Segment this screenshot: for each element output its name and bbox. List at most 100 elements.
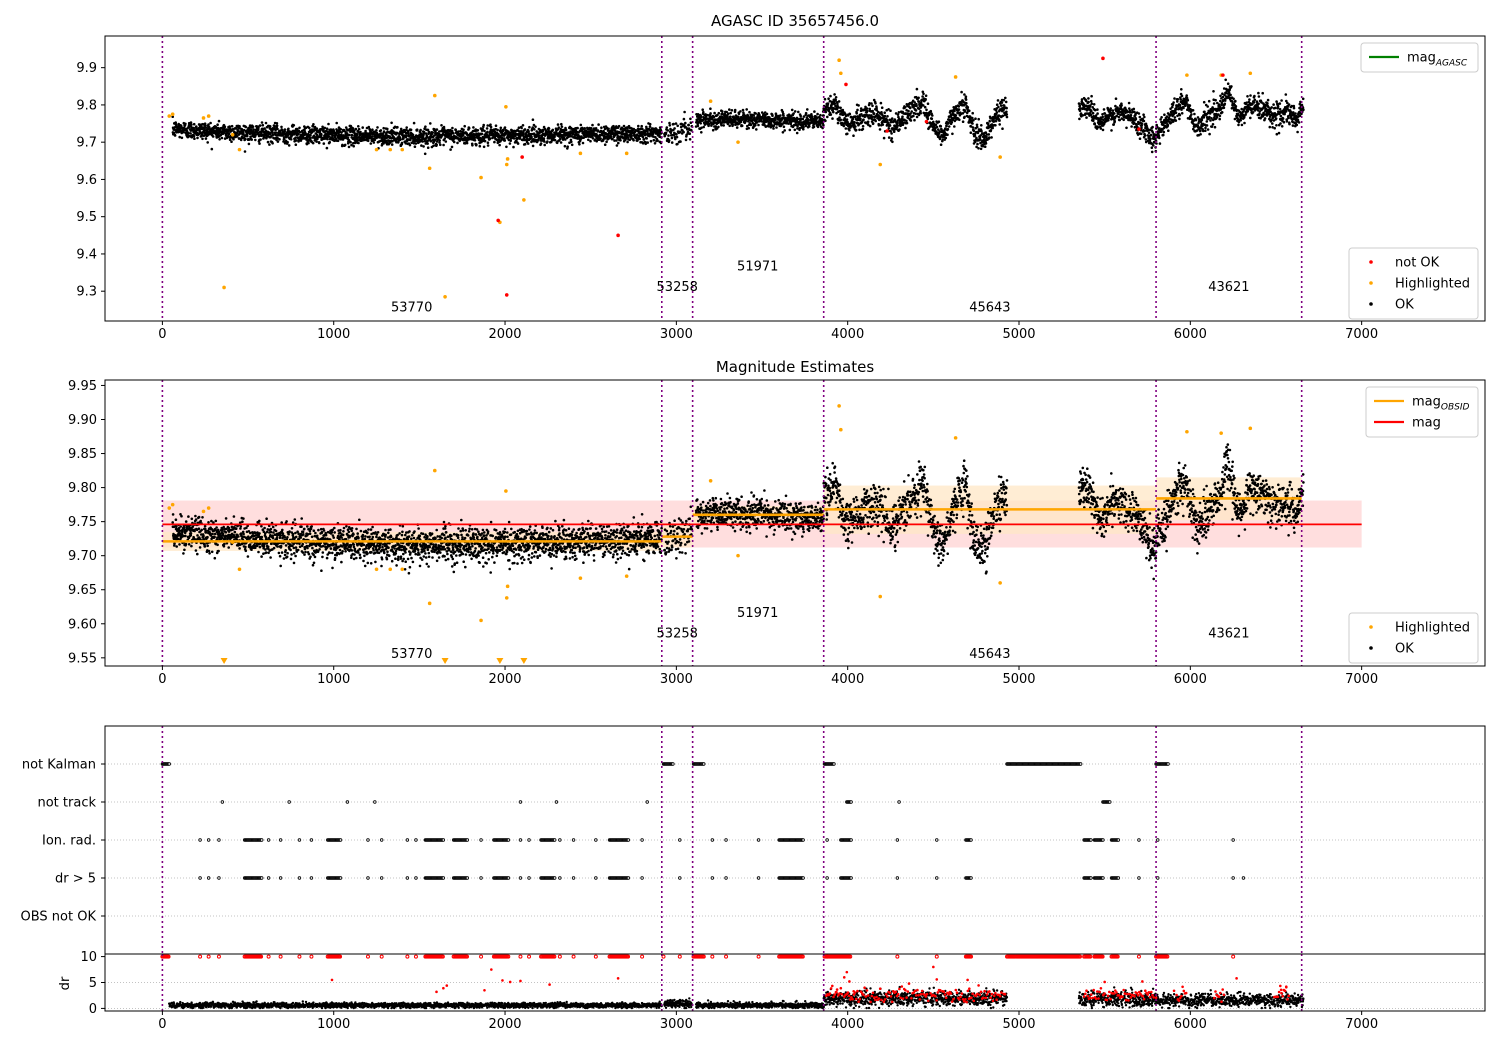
ok-point	[192, 134, 196, 138]
ok-point	[872, 112, 876, 115]
ok-point	[652, 138, 656, 142]
ok-point	[244, 137, 247, 141]
ok-point	[411, 133, 415, 137]
ok-point	[908, 106, 912, 110]
ok-point	[971, 122, 974, 125]
ok-point	[523, 142, 527, 146]
ok-point	[712, 115, 716, 119]
ok-point	[1257, 91, 1260, 95]
ok-point	[950, 121, 954, 124]
ok-point	[1096, 108, 1099, 111]
ok-point	[196, 136, 199, 140]
ok-point	[771, 114, 774, 117]
ok-point	[683, 110, 686, 114]
ok-point	[531, 118, 535, 121]
ok-point	[857, 104, 860, 107]
ok-point	[978, 138, 982, 141]
ok-point	[347, 145, 351, 149]
ok-point	[560, 125, 564, 128]
ok-point	[964, 98, 968, 101]
ok-point	[316, 137, 319, 141]
ok-point	[775, 126, 778, 129]
ok-point	[405, 126, 409, 129]
ok-point	[467, 126, 471, 130]
ok-point	[868, 124, 872, 128]
ok-point	[1172, 101, 1175, 104]
ok-point	[328, 140, 332, 144]
ok-point	[499, 126, 503, 130]
ok-point	[1249, 94, 1252, 97]
ok-point	[308, 126, 311, 130]
ok-point	[192, 122, 196, 126]
ok-point	[1093, 108, 1097, 112]
ok-point	[1208, 112, 1212, 115]
ok-point	[217, 131, 221, 135]
ok-point	[774, 118, 777, 122]
ok-point	[336, 139, 340, 143]
ok-point	[1186, 98, 1190, 102]
ok-point	[834, 98, 837, 102]
ok-point	[1143, 134, 1147, 137]
ok-point	[953, 109, 956, 113]
ok-point	[1257, 95, 1261, 98]
ok-point	[179, 129, 182, 132]
ok-point	[823, 97, 827, 101]
ok-point	[971, 116, 974, 120]
ok-point	[995, 111, 999, 114]
ok-point	[566, 145, 569, 148]
ok-point	[1266, 102, 1269, 105]
ok-point	[508, 142, 512, 145]
ok-point	[1176, 98, 1180, 101]
ok-point	[935, 125, 939, 129]
ok-point	[323, 126, 327, 130]
ok-point	[422, 130, 426, 134]
ok-point	[357, 125, 360, 128]
ok-point	[1206, 105, 1209, 108]
ok-point	[390, 121, 393, 125]
ok-point	[754, 123, 757, 127]
ok-point	[1151, 125, 1154, 129]
ok-point	[354, 127, 358, 131]
ok-point	[1188, 104, 1192, 107]
ok-point	[858, 128, 861, 132]
ok-point	[964, 95, 968, 98]
ok-point	[456, 141, 459, 145]
ok-point	[414, 142, 418, 145]
ok-point	[1190, 113, 1193, 116]
ok-point	[1191, 109, 1195, 112]
ok-point	[257, 126, 260, 130]
ok-point	[427, 130, 431, 134]
ok-point	[283, 130, 287, 133]
ok-point	[1271, 122, 1274, 125]
ok-point	[463, 124, 467, 128]
ok-point	[503, 139, 507, 142]
ok-point	[1229, 93, 1232, 97]
ok-point	[1087, 97, 1090, 100]
ok-point	[984, 142, 988, 145]
ok-point	[980, 124, 983, 127]
ok-point	[228, 138, 232, 141]
ok-point	[1182, 106, 1185, 110]
ok-point	[1078, 109, 1082, 113]
ok-point	[1150, 146, 1154, 149]
ok-point	[605, 140, 608, 144]
ok-point	[981, 144, 985, 148]
ok-point	[1125, 126, 1128, 130]
ok-point	[1210, 125, 1214, 128]
ok-point	[413, 145, 417, 148]
ok-point	[193, 137, 196, 140]
ok-point	[579, 123, 583, 127]
ok-point	[1277, 131, 1281, 135]
ok-point	[512, 145, 515, 149]
ok-point	[443, 137, 447, 140]
ok-point	[1005, 115, 1009, 119]
ok-point	[352, 144, 356, 148]
ok-point	[667, 139, 671, 142]
ok-point	[891, 140, 894, 144]
ok-point	[1221, 92, 1224, 95]
ok-point	[653, 142, 657, 145]
ok-point	[710, 124, 713, 127]
ok-point	[521, 124, 525, 127]
ok-point	[699, 115, 703, 118]
ok-point	[615, 144, 619, 147]
